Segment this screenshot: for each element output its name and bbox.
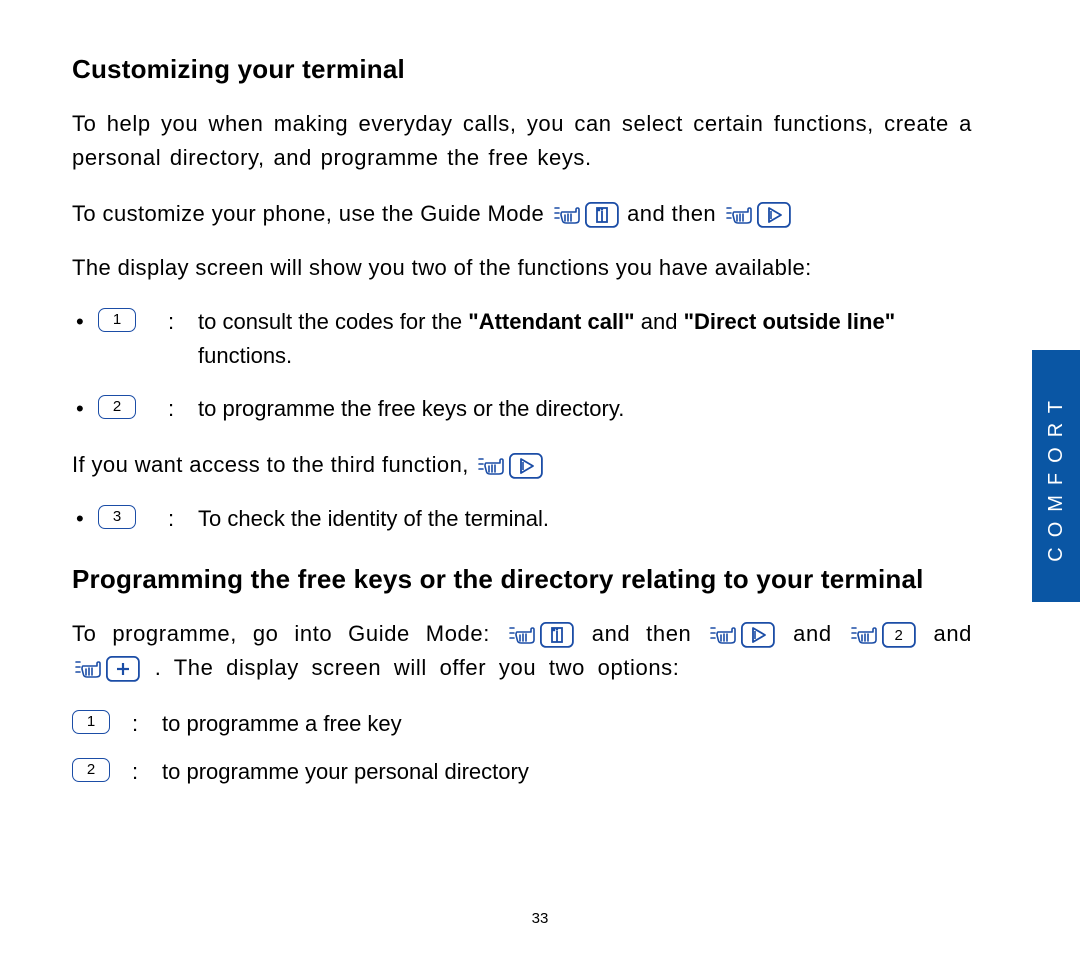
press-plus-icon <box>74 656 140 682</box>
hand-icon <box>74 656 104 682</box>
info-button-icon <box>585 202 619 228</box>
text: and <box>933 621 972 646</box>
press-info-icon <box>553 202 619 228</box>
hand-icon <box>850 622 880 648</box>
page-number: 33 <box>0 910 1080 927</box>
press-2-icon <box>850 622 916 648</box>
press-play-icon <box>709 622 775 648</box>
text: To check the identity of the terminal. <box>198 502 972 536</box>
hand-icon <box>553 202 583 228</box>
text: and <box>793 621 847 646</box>
play-button-icon <box>741 622 775 648</box>
press-play-icon <box>477 453 543 479</box>
option-2: 2 : to programme your personal directory <box>72 755 972 789</box>
hand-icon <box>477 453 507 479</box>
numkey-2-icon: 2 <box>72 758 110 782</box>
bullet-3: 3 : To check the identity of the termina… <box>94 502 972 536</box>
bold-direct-outside: "Direct outside line" <box>684 309 896 334</box>
hand-icon <box>508 622 538 648</box>
bullet-2: 2 : to programme the free keys or the di… <box>94 392 972 426</box>
numkey-2-icon: 2 <box>98 395 136 419</box>
numkey-3-icon: 3 <box>98 505 136 529</box>
intro-paragraph: To help you when making everyday calls, … <box>72 107 972 175</box>
function-bullets: 1 : to consult the codes for the "Attend… <box>72 305 972 425</box>
option-1: 1 : to programme a free key <box>72 707 972 741</box>
info-button-icon <box>540 622 574 648</box>
bullet-1: 1 : to consult the codes for the "Attend… <box>94 305 972 373</box>
press-play-icon <box>725 202 791 228</box>
function-bullets-3: 3 : To check the identity of the termina… <box>72 502 972 536</box>
play-button-icon <box>757 202 791 228</box>
side-tab: COMFORT <box>1032 350 1080 602</box>
plus-button-icon <box>106 656 140 682</box>
text: to consult the codes for the <box>198 309 468 334</box>
text: and <box>641 309 684 334</box>
text: to programme a free key <box>162 707 402 741</box>
text: . The display screen will offer you two … <box>155 655 680 680</box>
page-content: Customizing your terminal To help you wh… <box>72 54 972 803</box>
text: functions. <box>198 343 292 368</box>
heading-customizing: Customizing your terminal <box>72 54 972 85</box>
third-function-line: If you want access to the third function… <box>72 448 972 482</box>
available-functions-line: The display screen will show you two of … <box>72 251 972 285</box>
bold-attendant: "Attendant call" <box>468 309 634 334</box>
text: to programme your personal directory <box>162 755 529 789</box>
numkey-1-icon: 1 <box>98 308 136 332</box>
text: To programme, go into Guide Mode: <box>72 621 506 646</box>
hand-icon <box>725 202 755 228</box>
text: to programme the free keys or the direct… <box>198 392 972 426</box>
numkey-1-icon: 1 <box>72 710 110 734</box>
play-button-icon <box>509 453 543 479</box>
text: If you want access to the third function… <box>72 452 475 477</box>
press-info-icon <box>508 622 574 648</box>
guide-mode-line: To customize your phone, use the Guide M… <box>72 197 972 231</box>
text: To customize your phone, use the Guide M… <box>72 201 551 226</box>
text: and then <box>592 621 708 646</box>
key-2-button-icon <box>882 622 916 648</box>
programming-line: To programme, go into Guide Mode: and th… <box>72 617 972 685</box>
side-tab-label: COMFORT <box>1045 391 1068 562</box>
text: and then <box>627 201 722 226</box>
heading-programming: Programming the free keys or the directo… <box>72 564 972 595</box>
hand-icon <box>709 622 739 648</box>
